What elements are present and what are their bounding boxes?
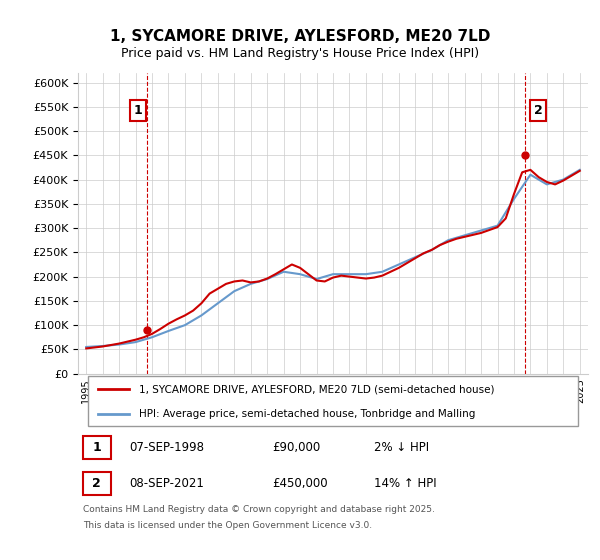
Text: HPI: Average price, semi-detached house, Tonbridge and Malling: HPI: Average price, semi-detached house,…: [139, 409, 476, 418]
Text: 14% ↑ HPI: 14% ↑ HPI: [374, 477, 436, 490]
Text: Contains HM Land Registry data © Crown copyright and database right 2025.: Contains HM Land Registry data © Crown c…: [83, 505, 435, 514]
Bar: [83, 472, 111, 494]
Text: 1, SYCAMORE DRIVE, AYLESFORD, ME20 7LD (semi-detached house): 1, SYCAMORE DRIVE, AYLESFORD, ME20 7LD (…: [139, 384, 494, 394]
Text: 1: 1: [92, 441, 101, 454]
Text: 2: 2: [92, 477, 101, 490]
Text: 08-SEP-2021: 08-SEP-2021: [129, 477, 204, 490]
Text: 07-SEP-1998: 07-SEP-1998: [129, 441, 204, 454]
Text: 2% ↓ HPI: 2% ↓ HPI: [374, 441, 429, 454]
Text: £90,000: £90,000: [272, 441, 320, 454]
Bar: [83, 436, 111, 459]
Text: This data is licensed under the Open Government Licence v3.0.: This data is licensed under the Open Gov…: [83, 521, 372, 530]
Text: 1, SYCAMORE DRIVE, AYLESFORD, ME20 7LD: 1, SYCAMORE DRIVE, AYLESFORD, ME20 7LD: [110, 29, 490, 44]
Text: Price paid vs. HM Land Registry's House Price Index (HPI): Price paid vs. HM Land Registry's House …: [121, 46, 479, 60]
Text: 1: 1: [134, 104, 143, 117]
Text: £450,000: £450,000: [272, 477, 328, 490]
Text: 2: 2: [533, 104, 542, 117]
